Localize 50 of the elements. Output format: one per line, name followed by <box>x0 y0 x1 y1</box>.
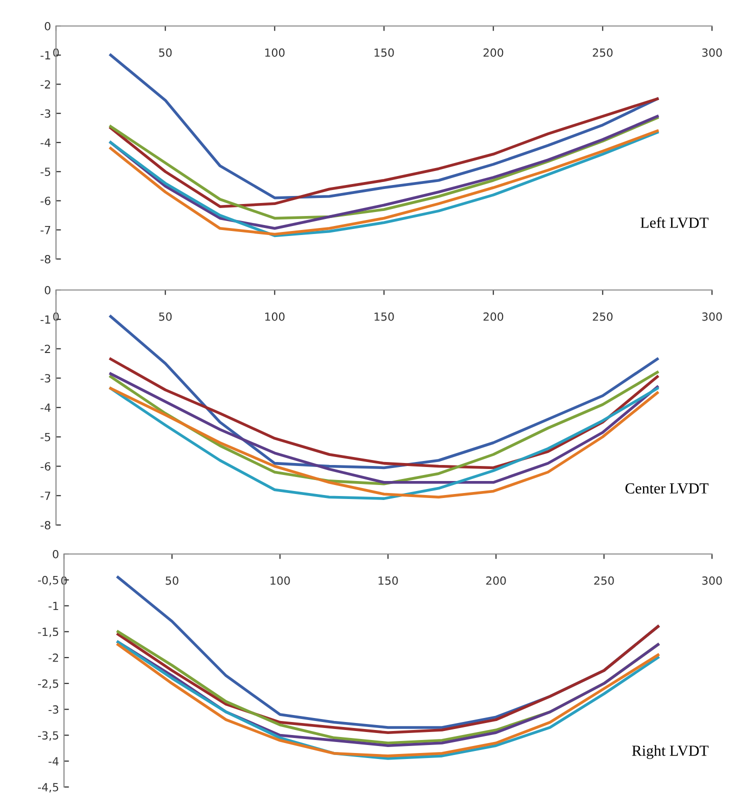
y-tick-label: -4 <box>40 404 51 412</box>
y-tick-label: -2,5 <box>38 679 58 689</box>
x-tick-label: 100 <box>265 312 285 321</box>
y-tick-label: -3 <box>40 109 50 118</box>
y-tick-label: -7 <box>40 492 50 500</box>
y-tick-label: -3 <box>48 705 58 714</box>
y-tick-label: -2 <box>40 80 50 88</box>
x-tick-label: 250 <box>592 48 613 57</box>
y-tick-label: -5 <box>40 168 50 176</box>
x-tick-label: 100 <box>265 48 285 57</box>
y-tick-label: -1 <box>40 51 50 60</box>
x-tick-label: 100 <box>270 576 290 585</box>
annotation: Center LVDT <box>625 483 708 494</box>
y-tick-label: -1 <box>48 602 58 610</box>
y-tick-label: -3,5 <box>38 731 58 741</box>
y-tick-label: -4,5 <box>38 783 58 793</box>
y-tick-label: -2 <box>40 344 50 353</box>
x-tick-label: 300 <box>702 576 722 585</box>
y-tick-label: -8 <box>40 254 50 264</box>
x-tick-label: 250 <box>592 312 613 321</box>
y-tick-label: -5 <box>40 432 50 442</box>
x-tick-label: 150 <box>378 576 398 585</box>
y-tick-label: -1 <box>40 315 50 324</box>
y-tick-label: -6 <box>40 462 50 471</box>
x-tick-label: 50 <box>159 48 172 57</box>
annotation: Right LVDT <box>632 745 709 759</box>
y-tick-label: -1,5 <box>38 628 58 638</box>
y-tick-label: -3 <box>40 374 50 383</box>
annotation: Left LVDT <box>640 216 708 228</box>
y-tick-label: -6 <box>40 196 50 206</box>
x-tick-label: 200 <box>486 576 506 585</box>
y-tick-label: 0 <box>44 22 50 30</box>
x-tick-label: 200 <box>484 312 504 321</box>
x-tick-label: 200 <box>484 48 504 57</box>
y-tick-label: -4 <box>48 757 59 766</box>
y-tick-label: -7 <box>40 226 50 234</box>
x-tick-label: 150 <box>374 48 394 57</box>
x-tick-label: 150 <box>374 312 394 321</box>
x-tick-label: 300 <box>702 48 722 57</box>
y-tick-label: -2 <box>48 654 58 662</box>
line-series <box>109 97 659 208</box>
y-tick-label: 0 <box>52 550 58 558</box>
y-tick-label: -4 <box>40 138 51 147</box>
y-tick-label: -0,5 <box>38 576 58 586</box>
y-tick-label: 0 <box>44 286 50 294</box>
y-tick-label: -8 <box>40 520 50 530</box>
x-tick-label: 300 <box>702 312 722 321</box>
x-tick-label: 50 <box>166 576 178 585</box>
x-tick-label: 250 <box>594 576 614 585</box>
x-tick-label: 50 <box>159 312 172 321</box>
